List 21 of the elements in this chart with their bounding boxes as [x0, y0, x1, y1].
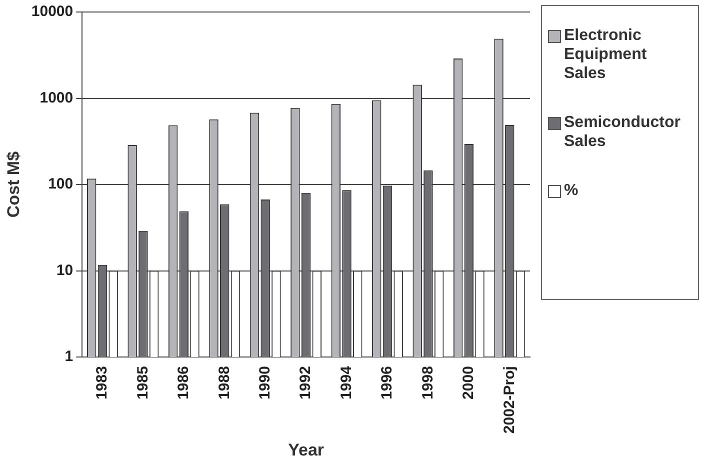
x-tick-label: 1998 [419, 366, 436, 400]
legend-label: Semiconductor Sales [564, 113, 682, 151]
y-tick-label: 10 [56, 262, 74, 279]
x-tick-label: 1988 [216, 366, 233, 400]
y-tick-label: 10000 [31, 3, 74, 20]
x-tick-label: 1994 [338, 365, 355, 400]
y-axis-title: Cost M$ [4, 150, 23, 218]
x-tick-label: 2000 [460, 366, 478, 400]
y-tick-label: 1000 [40, 89, 74, 106]
x-tick-label: 1990 [256, 366, 274, 400]
text: % [564, 181, 578, 200]
x-tick-label: 2002-Proj [500, 366, 518, 434]
x-tick-label: 1985 [134, 366, 152, 400]
x-axis-title: Year [288, 440, 324, 460]
x-tick-label: 1996 [378, 366, 396, 400]
y-tick-label: 1 [64, 348, 74, 366]
legend-label: Electronic Equipment Sales [564, 26, 648, 83]
x-tick-label: 1983 [94, 366, 111, 400]
x-tick-label: 1986 [175, 366, 192, 400]
y-tick-label: 100 [48, 176, 74, 193]
x-tick-label: 1992 [297, 366, 314, 400]
